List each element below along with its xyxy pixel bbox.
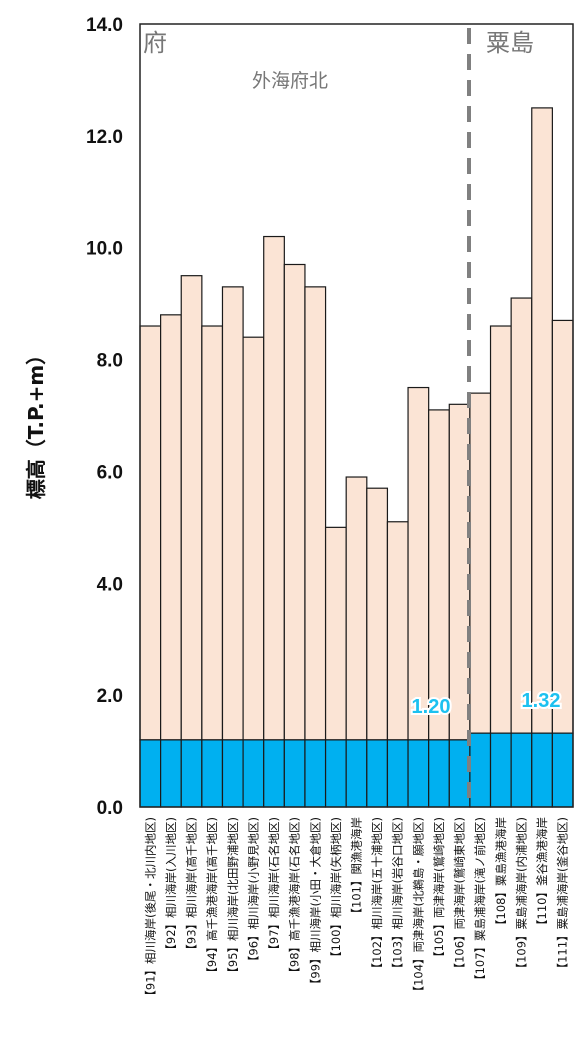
- y-axis-title-group: 標高（T.P.+m）: [24, 345, 48, 499]
- x-category-label: 【93】相川海岸(高千地区): [185, 817, 199, 956]
- x-category-label: 【95】相川海岸(北田野浦地区): [226, 817, 240, 979]
- x-category-label: 【110】釜谷漁港海岸: [535, 817, 549, 931]
- bar-elevation: [386, 521, 409, 741]
- bar-base-water-level: [263, 739, 285, 808]
- bar-base-water-level: [304, 739, 327, 808]
- bar-base-water-level: [407, 739, 430, 808]
- x-category-label: 【99】相川海岸(小田・大倉地区): [308, 817, 322, 990]
- bar-base-water-level: [428, 739, 450, 808]
- bar-elevation: [304, 286, 327, 741]
- x-category-label: 【109】粟島浦海岸(内浦地区): [514, 817, 528, 974]
- x-category-label: 【108】粟島漁港海岸: [494, 817, 508, 931]
- bar-base-water-level: [139, 739, 162, 808]
- bar-elevation: [345, 476, 368, 741]
- bar-elevation: [139, 325, 162, 741]
- bar-base-water-level: [531, 732, 553, 808]
- bar-elevation: [448, 403, 471, 741]
- x-category-label: 【105】両津海岸(鷲崎地区): [432, 817, 446, 963]
- x-category-label: 【97】相川海岸(石名地区): [267, 817, 281, 956]
- y-tick-labels: 0.0 2.0 4.0 6.0 8.0 10.0 12.0 14.0: [86, 15, 123, 819]
- bar-elevation: [366, 487, 389, 741]
- bar-elevation: [428, 409, 450, 741]
- x-category-label: 【96】相川海岸(小野見地区): [246, 817, 260, 967]
- bar-base-water-level: [221, 739, 244, 808]
- x-category-label: 【102】相川海岸(五十浦地区): [370, 817, 384, 974]
- bar-base-water-level: [366, 739, 389, 808]
- x-category-label: 【91】相川海岸(後尾・北川内地区): [143, 817, 157, 1002]
- bars: [139, 107, 574, 808]
- y-tick-label: 10.0: [86, 239, 123, 260]
- bar-elevation: [242, 336, 265, 741]
- y-tick-label: 6.0: [97, 462, 123, 483]
- y-tick-label: 14.0: [86, 15, 123, 36]
- x-category-label: 【100】相川海岸(矢柄地区): [329, 817, 343, 963]
- bar-base-water-level: [345, 739, 368, 808]
- bar-base-water-level: [469, 732, 492, 808]
- x-category-label: 【106】両津海岸(鷲崎東地区): [453, 817, 467, 974]
- bar-elevation: [263, 235, 285, 741]
- bar-elevation: [469, 392, 492, 734]
- bar-base-water-level: [180, 739, 203, 808]
- bar-elevation: [283, 263, 306, 741]
- bar-base-water-level: [489, 732, 512, 808]
- bar-base-water-level: [386, 739, 409, 808]
- x-category-label: 【104】両津海岸(北鵜島・願地区): [411, 817, 425, 997]
- bar-elevation: [489, 325, 512, 734]
- bar-base-water-level: [448, 739, 471, 808]
- bar-base-water-level: [510, 732, 533, 808]
- x-category-labels: 【91】相川海岸(後尾・北川内地区) 【92】相川海岸(入川地区) 【93】相川海岸…: [143, 817, 569, 1002]
- y-axis-title: 標高（T.P.+m）: [24, 345, 48, 499]
- bar-elevation: [201, 325, 224, 741]
- bar-base-water-level: [551, 732, 574, 808]
- y-tick-label: 4.0: [97, 574, 123, 595]
- y-tick-label: 12.0: [86, 127, 123, 148]
- bar-elevation: [160, 314, 182, 741]
- x-category-label: 【101】関漁港海岸: [350, 817, 364, 919]
- bar-base-water-level: [283, 739, 306, 808]
- bar-elevation: [180, 275, 203, 741]
- bar-elevation: [407, 386, 430, 741]
- bar-elevation: [531, 107, 553, 734]
- plot-area-frame: [139, 23, 574, 808]
- bar-base-water-level: [324, 739, 347, 808]
- x-category-label: 【98】高千漁港海岸(石名地区): [288, 817, 302, 979]
- x-category-label: 【111】粟島浦海岸(釜谷地区): [556, 817, 570, 974]
- x-category-label: 【103】相川海岸(岩谷口地区): [391, 817, 405, 974]
- bar-base-water-level: [160, 739, 182, 808]
- bar-elevation: [510, 297, 533, 734]
- region-label-right: 粟島: [486, 29, 534, 57]
- x-category-label: 【94】高千漁港海岸(高千地区): [205, 817, 219, 979]
- bar-base-water-level: [201, 739, 224, 808]
- bar-base-water-level: [242, 739, 265, 808]
- bar-elevation: [324, 526, 347, 741]
- x-category-label: 【92】相川海岸(入川地区): [164, 817, 178, 956]
- y-tick-label: 8.0: [97, 351, 123, 372]
- value-label-1-32: 1.32: [522, 690, 561, 712]
- bar-elevation: [551, 319, 574, 734]
- region-label-left: 府: [143, 29, 167, 57]
- y-tick-label: 2.0: [97, 686, 123, 707]
- x-category-label: 【107】粟島浦海岸(滝ノ前地区): [473, 817, 487, 986]
- subregion-label: 外海府北: [252, 70, 328, 92]
- value-label-1-20: 1.20: [412, 696, 451, 718]
- bar-elevation: [221, 286, 244, 741]
- y-tick-label: 0.0: [97, 798, 123, 819]
